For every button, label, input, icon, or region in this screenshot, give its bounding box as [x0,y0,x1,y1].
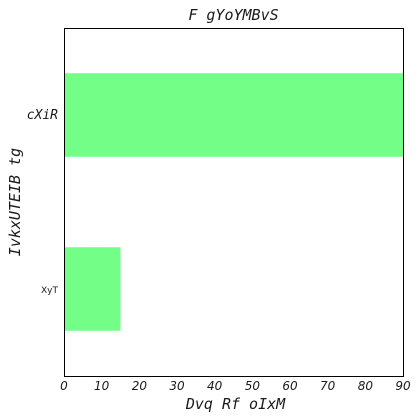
x-axis-label: Dvq Rf oIxM [185,395,286,413]
y-axis-categories: cXiR XyT [27,108,59,296]
x-tick-label: 80 [358,379,374,393]
x-tick-label: 50 [245,379,261,393]
x-tick-label: 90 [395,379,411,393]
bar-XyT [64,247,121,331]
x-tick-label: 10 [94,379,110,393]
x-tick-label: 60 [282,379,298,393]
x-tick-label: 0 [60,379,68,393]
x-tick-label: 40 [207,379,223,393]
y-axis-label: IvkxUTEIB tg [6,148,24,256]
x-tick-label: 20 [132,379,148,393]
plot-frame [64,28,404,377]
bars-group [64,73,403,331]
chart-title: F gYoYMBvS [188,6,278,24]
y-tick-label: XyT [41,286,58,296]
x-tick-label: 70 [320,379,336,393]
x-axis-ticks: 0 10 20 30 40 50 60 70 80 90 [60,379,411,393]
x-tick-label: 30 [169,379,185,393]
y-tick-label: cXiR [27,108,58,123]
bar-cXiR [64,73,403,157]
